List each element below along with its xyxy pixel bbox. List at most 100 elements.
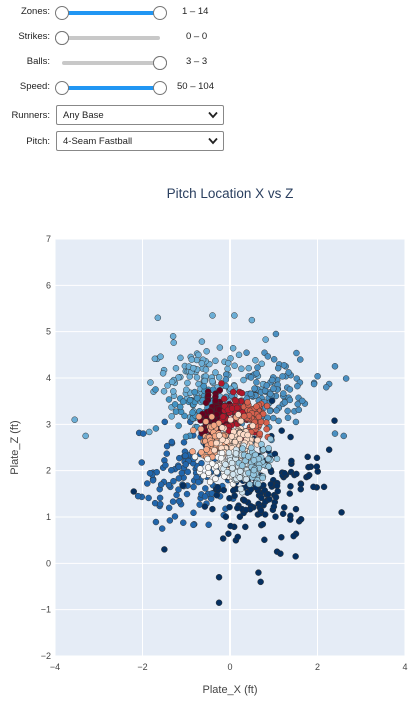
strikes-range-value: 0 – 0 <box>186 31 208 42</box>
pitch-point <box>215 374 223 381</box>
pitch-point <box>249 422 256 430</box>
pitch-point <box>253 403 260 410</box>
pitch-point <box>253 370 260 377</box>
pitch-point <box>261 536 268 544</box>
zones-range-value: 1 – 14 <box>182 6 209 17</box>
pitch-point <box>82 432 89 440</box>
pitch-point <box>286 386 294 393</box>
pitch-point <box>210 422 218 429</box>
pitch-point <box>229 344 237 352</box>
speed-slider[interactable] <box>55 81 167 95</box>
balls-slider-max-handle[interactable] <box>153 56 167 70</box>
pitch-point <box>161 418 169 426</box>
pitch-point <box>171 513 179 520</box>
pitch-point <box>158 525 166 532</box>
pitch-point <box>274 364 282 372</box>
pitch-point <box>247 374 255 381</box>
pitch-point <box>265 455 272 463</box>
pitch-point <box>274 487 282 495</box>
pitch-point <box>198 360 206 367</box>
pitch-point <box>168 413 175 420</box>
y-tick-label: 2 <box>46 466 51 476</box>
pitch-point <box>259 474 266 482</box>
pitch-point <box>151 499 159 507</box>
pitch-point <box>253 379 260 386</box>
pitch-point <box>331 430 339 437</box>
pitch-point <box>227 416 234 424</box>
strikes-slider-max-handle[interactable] <box>55 31 69 45</box>
pitch-point <box>180 519 187 526</box>
pitch-point <box>197 425 205 433</box>
pitch-point <box>162 461 169 469</box>
pitch-point <box>140 430 147 437</box>
pitch-point <box>279 373 286 380</box>
pitch-point <box>160 388 168 395</box>
pitch-point <box>252 357 259 364</box>
pitch-point <box>208 460 216 468</box>
speed-label: Speed: <box>19 81 50 92</box>
pitch-point <box>193 394 201 402</box>
runners-select[interactable]: Any Base <box>56 105 224 125</box>
zones-slider-min-handle[interactable] <box>55 6 69 20</box>
pitch-point <box>273 455 281 463</box>
y-tick-label: −1 <box>41 605 51 615</box>
pitch-point <box>156 494 164 502</box>
pitch-point <box>273 482 281 490</box>
pitch-point <box>245 364 252 372</box>
pitch-point <box>189 364 197 372</box>
pitch-point <box>297 356 304 363</box>
y-tick-label: 7 <box>46 234 51 244</box>
pitch-point <box>189 409 196 416</box>
pitch-point <box>190 483 197 491</box>
pitch-point <box>157 481 165 488</box>
balls-slider[interactable] <box>62 56 167 70</box>
pitch-point <box>175 498 183 505</box>
y-tick-label: 6 <box>46 280 51 290</box>
zones-label: Zones: <box>20 6 50 17</box>
zones-slider-max-handle[interactable] <box>153 6 167 20</box>
zones-slider[interactable] <box>55 6 167 20</box>
chart-title: Pitch Location X vs Z <box>167 186 294 201</box>
pitch-point <box>244 431 251 439</box>
pitch-point <box>191 388 198 396</box>
pitch-point <box>212 475 219 483</box>
pitch-point <box>205 521 212 529</box>
pitch-point <box>168 378 176 386</box>
strikes-slider[interactable] <box>55 31 160 45</box>
pitch-point <box>180 439 188 446</box>
pitch-point <box>269 376 276 384</box>
pitch-point <box>237 485 245 493</box>
pitch-point <box>204 455 211 463</box>
pitch-point <box>294 382 301 390</box>
pitch-point <box>201 493 209 500</box>
pitch-point <box>284 414 292 422</box>
pitch-point <box>342 375 350 382</box>
pitch-point <box>272 494 280 501</box>
pitch-point <box>223 468 231 476</box>
y-tick-label: −2 <box>41 651 51 661</box>
pitch-point <box>177 354 184 362</box>
pitch-point <box>195 478 202 486</box>
y-tick-label: 4 <box>46 373 51 383</box>
pitch-point <box>154 314 162 322</box>
pitch-point <box>138 459 146 466</box>
pitch-point <box>202 366 210 373</box>
pitch-point <box>320 483 328 491</box>
pitch-point <box>169 498 177 505</box>
pitch-point <box>188 356 195 363</box>
pitch-point <box>259 521 267 528</box>
speed-slider-min-handle[interactable] <box>55 81 69 95</box>
pitch-select[interactable]: 4-Seam Fastball <box>56 131 224 151</box>
pitch-point <box>277 550 284 557</box>
pitch-point <box>299 397 306 405</box>
pitch-point <box>258 441 265 448</box>
pitch-point <box>288 457 295 465</box>
pitch-point <box>182 461 190 468</box>
x-tick-label: 2 <box>315 662 320 672</box>
pitch-point <box>265 463 272 470</box>
pitch-point <box>244 399 251 406</box>
pitch-point <box>209 505 216 513</box>
chevron-down-icon <box>208 111 218 119</box>
speed-slider-max-handle[interactable] <box>153 81 167 95</box>
pitch-point <box>255 569 262 576</box>
